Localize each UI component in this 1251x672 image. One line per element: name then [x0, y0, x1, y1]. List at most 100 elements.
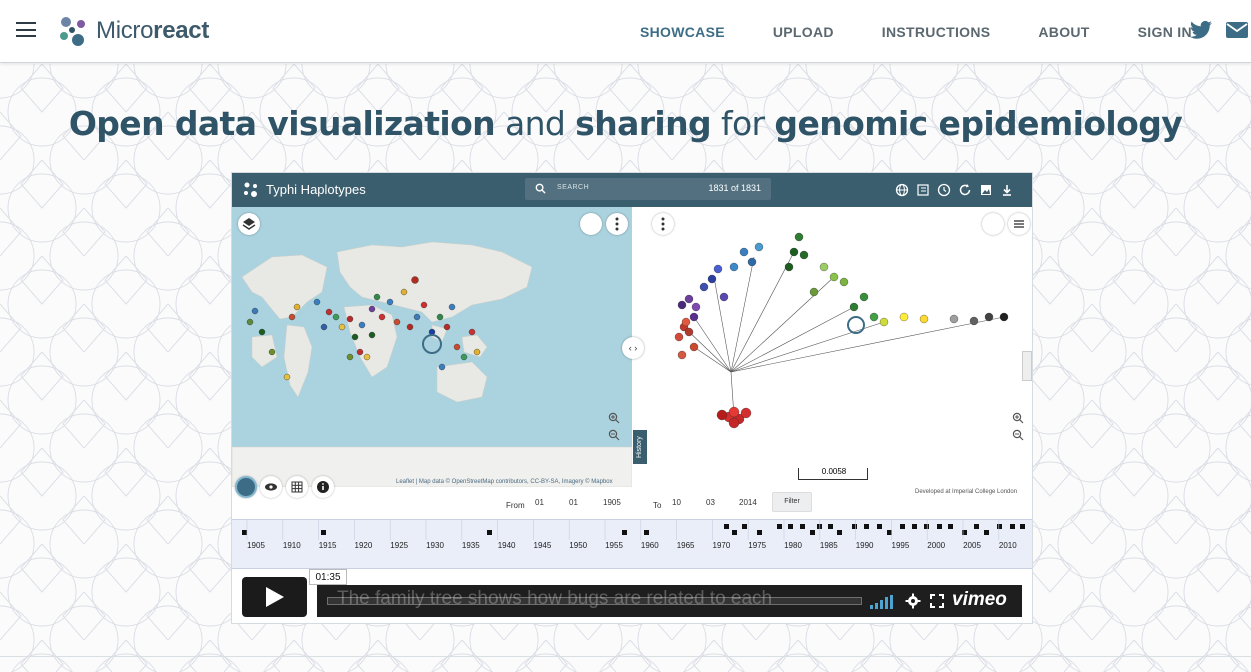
time-tooltip: 01:35 — [309, 569, 347, 585]
from-day[interactable]: 01 — [535, 498, 544, 507]
history-tab[interactable]: History — [633, 430, 647, 464]
timeline-clock-button[interactable] — [235, 476, 257, 498]
eye-icon — [265, 483, 277, 491]
timeline-tick-label: 1950 — [569, 541, 587, 550]
play-button[interactable] — [242, 577, 307, 617]
refresh-icon[interactable] — [958, 183, 972, 197]
twitter-icon[interactable] — [1190, 20, 1212, 40]
timeline-tick-label: 1980 — [784, 541, 802, 550]
timeline-tick-label: 1920 — [355, 541, 373, 550]
timeline-tick-label: 1995 — [892, 541, 910, 550]
hero-heading: Open data visualization and sharing for … — [68, 104, 1183, 143]
pane-divider-handle[interactable]: ‹ › — [622, 337, 644, 359]
image-icon[interactable] — [979, 183, 993, 197]
video-player-controls: The family tree shows how bugs are relat… — [242, 569, 1022, 617]
nav-showcase[interactable]: SHOWCASE — [640, 23, 725, 40]
microreact-logo[interactable]: Microreact — [56, 14, 209, 48]
more-vert-icon — [615, 217, 619, 231]
zoom-in-icon[interactable] — [608, 412, 620, 424]
site-header: Microreact SHOWCASE UPLOAD INSTRUCTIONS … — [0, 0, 1251, 63]
filter-button[interactable]: Filter — [772, 492, 812, 512]
timeline-tick-label: 1970 — [713, 541, 731, 550]
fullscreen-icon[interactable] — [930, 594, 944, 608]
search-icon — [535, 183, 546, 194]
record-count: 1831 of 1831 — [708, 183, 761, 193]
table-button[interactable] — [286, 476, 308, 498]
nav-upload[interactable]: UPLOAD — [772, 23, 834, 40]
nav-instructions[interactable]: INSTRUCTIONS — [881, 23, 991, 40]
timeline-tick-label: 2010 — [999, 541, 1017, 550]
footer-divider — [0, 656, 1251, 657]
timeline-tick-label: 2005 — [963, 541, 981, 550]
info-button[interactable] — [312, 476, 334, 498]
timeline-tick-label: 1915 — [319, 541, 337, 550]
from-month[interactable]: 01 — [569, 498, 578, 507]
info-icon — [317, 481, 329, 493]
timeline-tick-label: 1945 — [534, 541, 552, 550]
app-title: Typhi Haplotypes — [266, 182, 366, 197]
side-panel-toggle[interactable] — [1022, 351, 1032, 381]
tree-icon[interactable] — [916, 183, 930, 197]
zoom-out-icon[interactable] — [608, 429, 620, 441]
mail-icon[interactable] — [1226, 22, 1248, 38]
timeline-tick-label: 1910 — [283, 541, 301, 550]
app-toolbar-icons — [895, 183, 1021, 197]
clock-icon[interactable] — [937, 183, 951, 197]
timeline-tick-label: 1975 — [748, 541, 766, 550]
map-view[interactable] — [232, 207, 632, 487]
progress-bar[interactable] — [327, 597, 862, 605]
nav-about[interactable]: ABOUT — [1038, 23, 1090, 40]
play-icon — [266, 587, 284, 607]
to-label: To — [653, 501, 662, 510]
timeline-tick-label: 2000 — [927, 541, 945, 550]
search-placeholder: SEARCH — [557, 184, 590, 191]
tree-menu-button[interactable] — [652, 213, 674, 235]
timeline-tick-label: 1905 — [247, 541, 265, 550]
timeline-tick-label: 1935 — [462, 541, 480, 550]
nav-signin[interactable]: SIGN IN — [1137, 23, 1192, 40]
hamburger-icon[interactable] — [16, 22, 36, 38]
logo-text: Microreact — [96, 17, 210, 44]
timeline-tick-label: 1960 — [641, 541, 659, 550]
tree-view[interactable] — [634, 207, 1032, 487]
sliders-icon — [1014, 220, 1024, 228]
visibility-button[interactable] — [260, 476, 282, 498]
zoom-out-icon[interactable] — [1012, 429, 1024, 441]
tree-scale-bar: 0.0058 — [798, 467, 868, 480]
to-year[interactable]: 2014 — [739, 498, 757, 507]
volume-icon[interactable] — [870, 595, 894, 609]
more-vert-icon — [661, 217, 665, 231]
app-toolbar: Typhi Haplotypes SEARCH 1831 of 1831 — [232, 173, 1032, 207]
download-icon[interactable] — [1000, 183, 1014, 197]
timeline-tick-label: 1990 — [856, 541, 874, 550]
from-label: From — [506, 501, 525, 510]
app-logo-icon — [244, 182, 257, 197]
timeline-histogram[interactable]: 1905 1910 1915 1920 1925 1930 1935 1940 1945 1950… — [232, 519, 1032, 569]
main-nav: SHOWCASE UPLOAD INSTRUCTIONS ABOUT SIGN … — [640, 0, 1240, 63]
tree-settings-button[interactable] — [1008, 213, 1030, 235]
layers-icon — [242, 218, 256, 230]
video-caption: The family tree shows how bugs are relat… — [337, 588, 773, 609]
progress-area[interactable]: The family tree shows how bugs are relat… — [317, 585, 1022, 617]
tree-lasso-button[interactable] — [982, 213, 1004, 235]
developed-credit: Developed at Imperial College London — [915, 489, 1018, 495]
timeline-tick-label: 1955 — [605, 541, 623, 550]
layers-button[interactable] — [238, 213, 260, 235]
to-day[interactable]: 10 — [672, 498, 681, 507]
timeline-tick-label: 1985 — [820, 541, 838, 550]
app-search-input[interactable]: SEARCH 1831 of 1831 — [525, 178, 771, 200]
timeline-tick-label: 1965 — [677, 541, 695, 550]
microreact-logo-mark — [60, 17, 85, 46]
from-year[interactable]: 1905 — [603, 498, 621, 507]
zoom-in-icon[interactable] — [1012, 412, 1024, 424]
grid-icon — [291, 481, 303, 493]
map-menu-button[interactable] — [606, 213, 628, 235]
to-month[interactable]: 03 — [706, 498, 715, 507]
demo-video[interactable]: Typhi Haplotypes SEARCH 1831 of 1831 — [231, 172, 1033, 624]
settings-icon[interactable] — [905, 593, 921, 609]
globe-icon[interactable] — [895, 183, 909, 197]
timeline-tick-label: 1925 — [390, 541, 408, 550]
map-lasso-button[interactable] — [580, 213, 602, 235]
vimeo-logo[interactable]: vimeo — [952, 589, 1007, 610]
timeline-tick-label: 1940 — [498, 541, 516, 550]
